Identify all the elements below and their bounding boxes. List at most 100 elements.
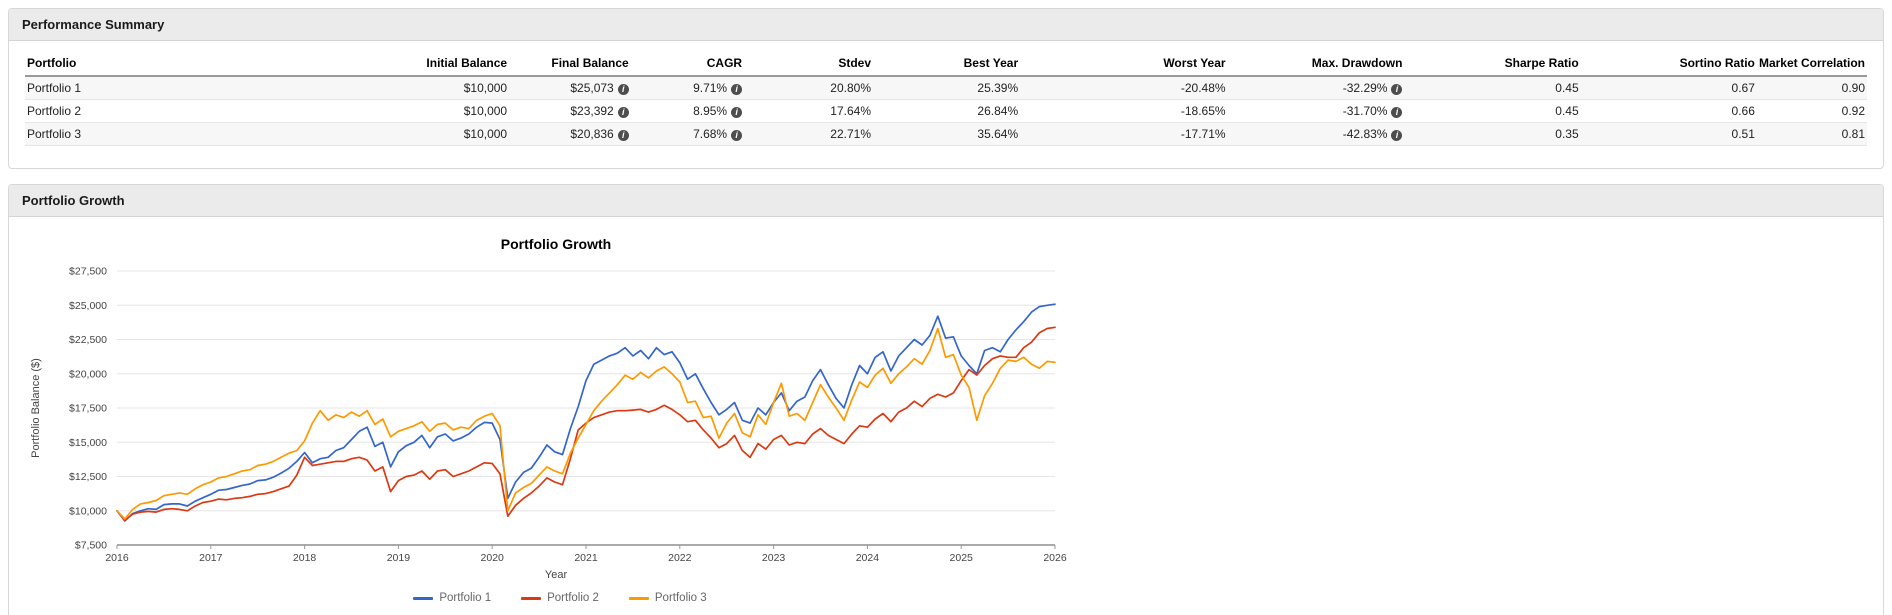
- portfolio-growth-title: Portfolio Growth: [9, 185, 1883, 217]
- metric-value: 0.92: [1841, 104, 1865, 118]
- metric-value: 8.95%: [693, 104, 728, 118]
- column-header-initial-balance: Initial Balance: [327, 51, 510, 77]
- column-header-sharpe-ratio: Sharpe Ratio: [1404, 51, 1581, 77]
- x-axis-title: Year: [545, 569, 568, 581]
- metric-value: 35.64%: [977, 127, 1019, 141]
- metric-value: 0.66: [1731, 104, 1755, 118]
- growth-chart: Portfolio Growth $7,500 $10,000 $12,500 $15,…: [25, 227, 1095, 615]
- performance-summary-panel: Performance Summary Portfolio Initial Bal…: [8, 8, 1884, 169]
- table-row-portfolio-2: Portfolio 2 $10,000 $23,392 i 8.95% i 17.64% 26…: [25, 99, 1867, 123]
- column-header-stdev: Stdev: [744, 51, 873, 77]
- info-icon[interactable]: i: [617, 107, 629, 118]
- y-tick-label: $20,000: [69, 368, 107, 380]
- legend-dash-icon: [413, 596, 434, 600]
- x-tick-label: 2017: [199, 552, 223, 564]
- chart-legend: Portfolio 1 Portfolio 2 Portfolio 3: [25, 592, 1095, 604]
- info-icon[interactable]: i: [731, 84, 743, 95]
- metric-value: -31.70%: [1342, 104, 1388, 118]
- x-tick-label: 2021: [574, 552, 598, 564]
- x-tick-label: 2019: [387, 552, 411, 564]
- table-row-portfolio-1: Portfolio 1 $10,000 $25,073 i 9.71% i 20.80% 25…: [25, 76, 1867, 100]
- x-tick-label: 2022: [668, 552, 692, 564]
- y-tick-label: $22,500: [69, 334, 107, 346]
- column-header-max-drawdown: Max. Drawdown: [1227, 51, 1405, 77]
- metric-value: 9.71%: [693, 81, 728, 95]
- y-tick-label: $15,000: [69, 437, 107, 449]
- y-tick-label: $17,500: [69, 403, 107, 415]
- column-header-cagr: CAGR: [630, 51, 745, 77]
- metric-value: 0.90: [1841, 81, 1865, 95]
- metric-value: $10,000: [463, 81, 508, 95]
- growth-chart-svg[interactable]: Portfolio Growth $7,500 $10,000 $12,500 $15,…: [25, 227, 1095, 583]
- metric-value: $20,836: [570, 127, 614, 141]
- metric-value: 0.35: [1555, 127, 1579, 141]
- metric-value: -42.83%: [1342, 127, 1388, 141]
- metric-value: 0.81: [1841, 127, 1865, 141]
- legend-item-portfolio-1[interactable]: Portfolio 1: [413, 592, 491, 604]
- column-header-portfolio: Portfolio: [25, 51, 328, 77]
- chart-title: Portfolio Growth: [501, 236, 611, 252]
- y-tick-label: $7,500: [75, 540, 107, 552]
- series-line-portfolio-1[interactable]: [116, 303, 1056, 522]
- column-header-market-correlation: Market Correlation: [1756, 51, 1867, 77]
- info-icon[interactable]: i: [731, 107, 743, 118]
- metric-value: $25,073: [570, 81, 614, 95]
- info-icon[interactable]: i: [731, 130, 743, 141]
- column-header-sortino-ratio: Sortino Ratio: [1580, 51, 1757, 77]
- info-icon[interactable]: i: [617, 84, 629, 95]
- portfolio-growth-body: Portfolio Growth $7,500 $10,000 $12,500 $15,…: [9, 217, 1883, 615]
- info-icon[interactable]: i: [1391, 84, 1403, 95]
- x-tick-label: 2026: [1043, 552, 1067, 564]
- legend-dash-icon: [521, 596, 542, 600]
- metric-value: $10,000: [463, 104, 508, 118]
- metric-value: -20.48%: [1180, 81, 1226, 95]
- metric-value: -17.71%: [1180, 127, 1226, 141]
- portfolio-name: Portfolio 2: [27, 104, 82, 118]
- y-tick-label: $12,500: [69, 471, 107, 483]
- metric-value: 22.71%: [830, 127, 871, 141]
- y-tick-label: $27,500: [69, 266, 107, 278]
- performance-summary-table: Portfolio Initial Balance Final Balance CAG…: [25, 51, 1867, 146]
- series-line-portfolio-3[interactable]: [116, 327, 1056, 520]
- x-tick-label: 2025: [950, 552, 974, 564]
- performance-summary-body: Portfolio Initial Balance Final Balance CAG…: [9, 41, 1883, 168]
- performance-summary-title: Performance Summary: [9, 9, 1883, 41]
- metric-value: $10,000: [463, 127, 508, 141]
- metric-value: 7.68%: [693, 127, 728, 141]
- metric-value: -32.29%: [1342, 81, 1388, 95]
- metric-value: 0.45: [1555, 81, 1579, 95]
- y-tick-label: $10,000: [69, 505, 107, 517]
- column-header-worst-year: Worst Year: [1020, 51, 1228, 77]
- table-row-portfolio-3: Portfolio 3 $10,000 $20,836 i 7.68% i 22.71% 35…: [25, 122, 1867, 146]
- info-icon[interactable]: i: [1391, 107, 1403, 118]
- x-tick-label: 2018: [293, 552, 317, 564]
- column-header-best-year: Best Year: [873, 51, 1021, 77]
- y-axis-title: Portfolio Balance ($): [30, 358, 42, 458]
- metric-value: 0.67: [1731, 81, 1755, 95]
- metric-value: -18.65%: [1180, 104, 1226, 118]
- metric-value: 0.51: [1731, 127, 1755, 141]
- y-tick-label: $25,000: [69, 300, 107, 312]
- metric-value: 26.84%: [977, 104, 1019, 118]
- metric-value: 25.39%: [977, 81, 1019, 95]
- table-header-row: Portfolio Initial Balance Final Balance CAG…: [25, 51, 1867, 77]
- legend-label: Portfolio 2: [547, 592, 599, 604]
- metric-value: 17.64%: [830, 104, 871, 118]
- legend-label: Portfolio 1: [439, 592, 492, 604]
- legend-dash-icon: [628, 596, 649, 600]
- info-icon[interactable]: i: [1391, 130, 1403, 141]
- x-tick-label: 2020: [481, 552, 505, 564]
- portfolio-growth-panel: Portfolio Growth Portfolio Growth $7,500 $…: [8, 184, 1884, 615]
- legend-item-portfolio-2[interactable]: Portfolio 2: [521, 592, 599, 604]
- portfolio-name: Portfolio 1: [27, 81, 82, 95]
- x-tick-label: 2024: [856, 552, 880, 564]
- legend-label: Portfolio 3: [654, 592, 707, 604]
- metric-value: $23,392: [570, 104, 614, 118]
- metric-value: 20.80%: [830, 81, 871, 95]
- x-tick-label: 2023: [762, 552, 786, 564]
- info-icon[interactable]: i: [617, 130, 629, 141]
- column-header-final-balance: Final Balance: [509, 51, 631, 77]
- legend-item-portfolio-3[interactable]: Portfolio 3: [628, 592, 707, 604]
- metric-value: 0.45: [1555, 104, 1579, 118]
- x-tick-label: 2016: [105, 552, 129, 564]
